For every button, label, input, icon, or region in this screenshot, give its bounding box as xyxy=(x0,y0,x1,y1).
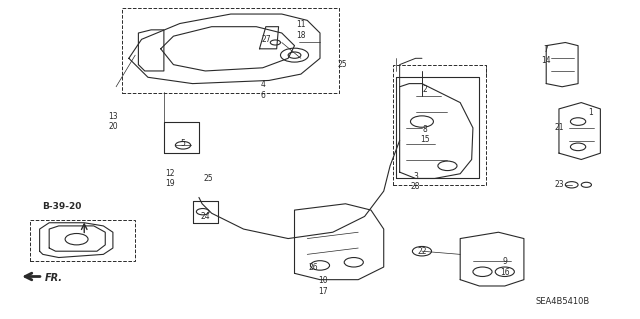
Text: 21: 21 xyxy=(554,123,564,132)
Bar xyxy=(394,65,486,185)
Text: 11
18: 11 18 xyxy=(296,20,306,40)
Text: B-39-20: B-39-20 xyxy=(42,203,82,211)
Text: 10
17: 10 17 xyxy=(318,276,328,296)
Text: 26: 26 xyxy=(309,263,319,271)
Text: 1: 1 xyxy=(588,108,593,116)
Bar xyxy=(122,8,339,93)
Text: 7
14: 7 14 xyxy=(541,45,551,65)
Text: SEA4B5410B: SEA4B5410B xyxy=(535,297,589,306)
Text: 4
6: 4 6 xyxy=(260,80,265,100)
Text: 12
19: 12 19 xyxy=(166,169,175,188)
Text: 5: 5 xyxy=(180,139,186,148)
Text: 24: 24 xyxy=(200,212,210,221)
Text: 13
20: 13 20 xyxy=(108,112,118,131)
Bar xyxy=(30,219,135,261)
Text: 8
15: 8 15 xyxy=(420,124,430,144)
Text: 2: 2 xyxy=(423,85,428,94)
Text: 3
28: 3 28 xyxy=(411,172,420,191)
Text: 25: 25 xyxy=(337,60,347,69)
Text: 22: 22 xyxy=(417,247,427,256)
Text: 9
16: 9 16 xyxy=(500,257,509,277)
Text: 25: 25 xyxy=(204,174,213,183)
Text: FR.: FR. xyxy=(45,273,63,283)
Text: 27: 27 xyxy=(261,35,271,44)
Text: 23: 23 xyxy=(554,180,564,189)
